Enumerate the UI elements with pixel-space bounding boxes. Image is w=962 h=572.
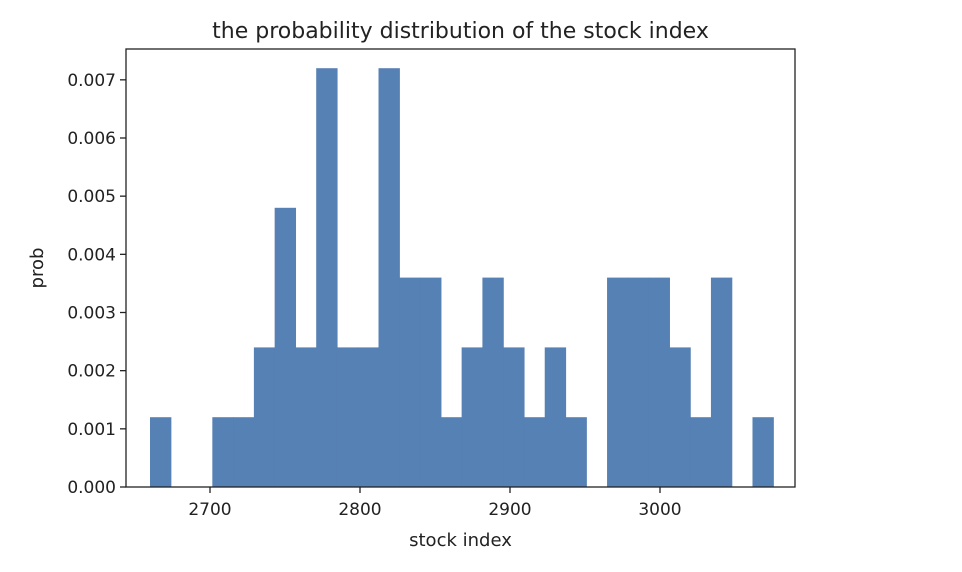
y-tick-label: 0.004 <box>67 245 116 265</box>
y-tick-label: 0.001 <box>67 420 116 440</box>
histogram-bar <box>565 417 587 487</box>
y-tick-label: 0.005 <box>67 187 116 207</box>
histogram-bar <box>690 417 712 487</box>
y-tick-label: 0.000 <box>67 478 116 498</box>
histogram-bar <box>440 417 463 487</box>
x-tick-label: 2900 <box>488 500 531 520</box>
y-tick-label: 0.002 <box>67 362 116 382</box>
histogram-bar <box>357 347 380 487</box>
plot-frame <box>125 48 796 488</box>
histogram-bar <box>316 68 338 487</box>
histogram-bar <box>482 277 504 487</box>
histogram-bar <box>399 277 421 487</box>
x-axis: 2700 2800 2900 3000 <box>188 487 682 520</box>
histogram-bar <box>253 347 276 487</box>
histogram-bar <box>420 277 442 487</box>
histogram-bar <box>607 277 629 487</box>
y-tick-label: 0.006 <box>67 129 116 149</box>
histogram-bar <box>295 347 317 487</box>
x-tick-label: 2800 <box>338 500 381 520</box>
histogram-bar <box>669 347 691 487</box>
y-tick-label: 0.003 <box>67 303 116 323</box>
histogram-bar <box>710 277 733 487</box>
bars-group <box>150 68 774 488</box>
y-axis: 0.000 0.001 0.002 0.003 0.004 0.005 0.006 0.007 <box>67 71 126 498</box>
histogram-bar <box>627 277 650 487</box>
histogram-bar <box>523 417 546 487</box>
x-tick-label: 2700 <box>188 500 231 520</box>
histogram-bar <box>752 417 774 487</box>
histogram-bar <box>544 347 567 487</box>
histogram-bar <box>461 347 483 487</box>
histogram-bar <box>212 417 234 487</box>
x-axis-label: stock index <box>409 530 512 551</box>
y-axis-label: prob <box>27 248 48 289</box>
histogram-bar <box>336 347 359 487</box>
histogram-bar <box>274 207 297 488</box>
chart-title: the probability distribution of the stoc… <box>212 19 709 44</box>
histogram-bar <box>503 347 525 487</box>
histogram-bar <box>150 417 172 487</box>
histogram-bar <box>233 417 255 487</box>
x-tick-label: 3000 <box>638 500 681 520</box>
histogram-bar <box>378 68 400 487</box>
y-tick-label: 0.007 <box>67 71 116 91</box>
histogram-bar <box>648 277 670 487</box>
